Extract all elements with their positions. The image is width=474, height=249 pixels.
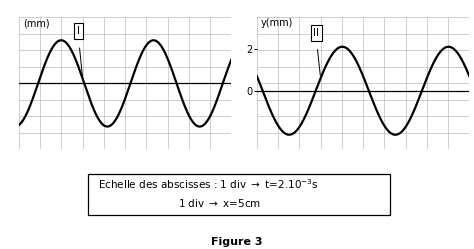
FancyBboxPatch shape: [88, 174, 390, 215]
Text: 1 div $\rightarrow$ x=5cm: 1 div $\rightarrow$ x=5cm: [178, 197, 261, 209]
Text: y(mm): y(mm): [261, 18, 293, 28]
Text: (mm): (mm): [23, 18, 50, 28]
Text: Echelle des abscisses : 1 div $\rightarrow$ t=2.10$^{-3}$s: Echelle des abscisses : 1 div $\rightarr…: [98, 178, 319, 191]
Text: I: I: [77, 26, 80, 36]
Text: Figure 3: Figure 3: [211, 237, 263, 247]
Text: II: II: [313, 28, 319, 38]
